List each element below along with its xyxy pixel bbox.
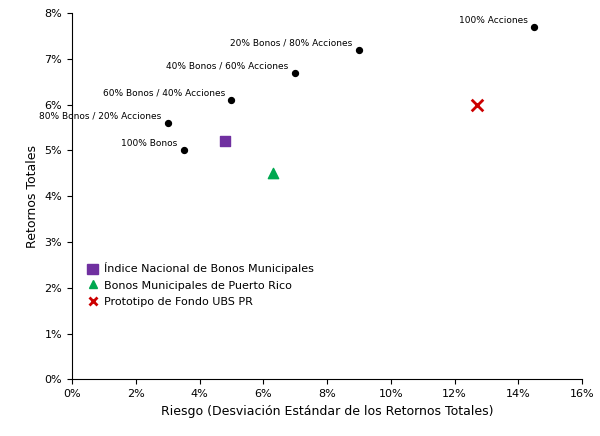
Point (290, 69, 300, 76)
Point (529, 24, 539, 31)
Text: 80% Bonos / 20% Acciones: 80% Bonos / 20% Acciones (39, 112, 161, 121)
Text: 100% Acciones: 100% Acciones (459, 16, 528, 24)
X-axis label: Riesgo (Desviación Estándar de los Retornos Totales): Riesgo (Desviación Estándar de los Retor… (161, 405, 493, 418)
Point (472, 101, 482, 108)
Text: 100% Bonos: 100% Bonos (121, 139, 177, 148)
Point (227, 97, 236, 104)
Legend: Índice Nacional de Bonos Municipales, Bonos Municipales de Puerto Rico, Prototip: Índice Nacional de Bonos Municipales, Bo… (83, 258, 318, 311)
Point (179, 147, 188, 154)
Point (163, 119, 172, 126)
Y-axis label: Retornos Totales: Retornos Totales (26, 145, 39, 248)
Point (268, 170, 278, 177)
Text: 20% Bonos / 80% Acciones: 20% Bonos / 80% Acciones (230, 38, 353, 48)
Point (354, 46, 364, 53)
Point (220, 138, 230, 145)
Text: 40% Bonos / 60% Acciones: 40% Bonos / 60% Acciones (167, 61, 289, 70)
Text: 60% Bonos / 40% Acciones: 60% Bonos / 40% Acciones (103, 89, 225, 98)
